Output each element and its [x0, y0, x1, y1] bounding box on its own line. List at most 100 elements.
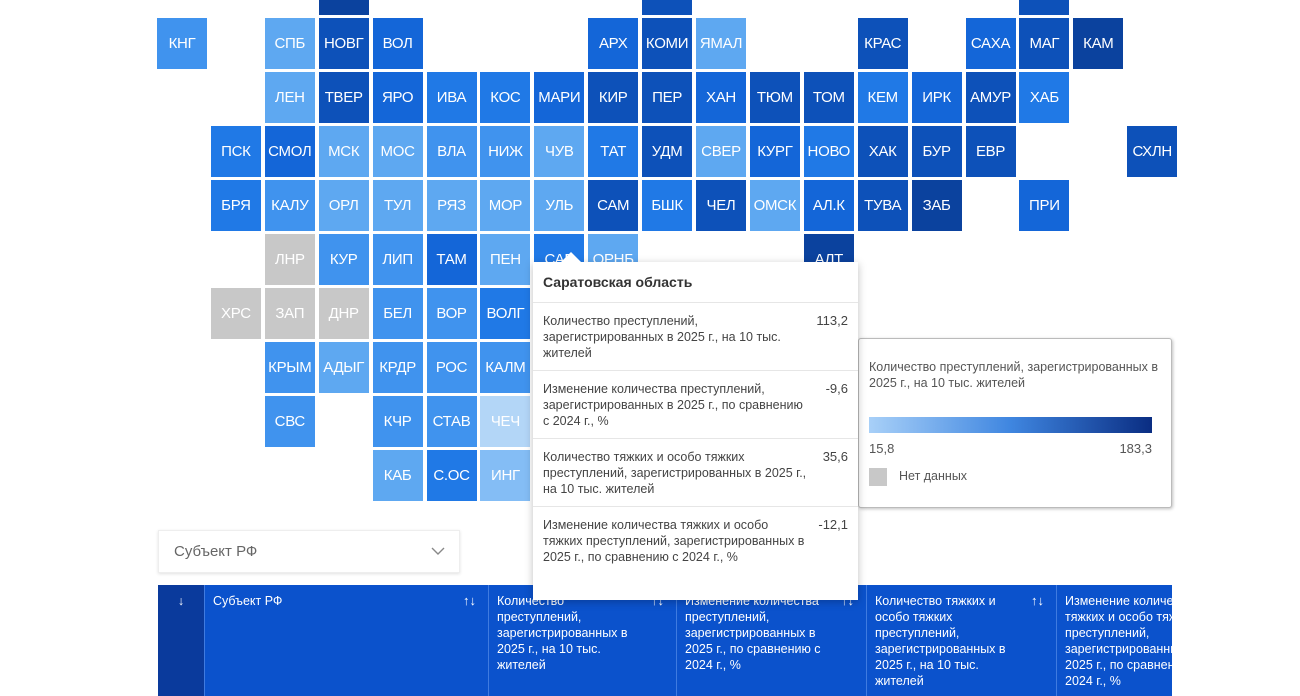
region-tile[interactable] — [642, 0, 693, 15]
region-tile[interactable]: АЛ.К — [803, 180, 854, 231]
region-tile[interactable]: БЕЛ — [372, 288, 423, 339]
region-tile[interactable]: МАРИ — [534, 72, 585, 123]
region-tile[interactable]: ТУЛ — [372, 180, 423, 231]
region-tile[interactable]: САМ — [588, 180, 639, 231]
region-tile[interactable]: ЛНР — [264, 234, 315, 285]
region-tile[interactable]: ПСК — [210, 126, 261, 177]
column-header-crimes[interactable]: Количество преступлений, зарегистрирован… — [488, 585, 676, 696]
region-tile[interactable]: ВОЛГ — [480, 288, 531, 339]
region-tile[interactable]: УДМ — [642, 126, 693, 177]
region-tile[interactable]: УЛЬ — [534, 180, 585, 231]
region-tile[interactable]: СВС — [264, 396, 315, 447]
index-sort-header[interactable]: ↓ — [158, 585, 204, 696]
region-tile[interactable]: ВОР — [426, 288, 477, 339]
region-tile[interactable]: КЧР — [372, 396, 423, 447]
region-tile[interactable]: СПБ — [264, 18, 315, 69]
region-select[interactable]: Субъект РФ — [158, 530, 460, 573]
region-tile[interactable]: АРХ — [588, 18, 639, 69]
region-tile[interactable]: БШК — [642, 180, 693, 231]
region-tile[interactable]: ЗАП — [264, 288, 315, 339]
region-tile[interactable]: КРАС — [857, 18, 908, 69]
region-tile[interactable]: СХЛН — [1127, 126, 1178, 177]
region-tile[interactable]: САХА — [965, 18, 1016, 69]
region-tile[interactable]: СТАВ — [426, 396, 477, 447]
region-tile[interactable]: ЧЕЧ — [480, 396, 531, 447]
region-tile[interactable]: ИНГ — [480, 450, 531, 501]
region-tile[interactable]: ЯРО — [372, 72, 423, 123]
region-tile[interactable]: НИЖ — [480, 126, 531, 177]
region-tile[interactable]: КАМ — [1073, 18, 1124, 69]
region-tile[interactable]: СВЕР — [696, 126, 746, 177]
region-tile-label: ЛИП — [382, 251, 413, 268]
sort-icon[interactable]: ↑↓ — [463, 593, 476, 608]
region-tile[interactable]: ТАТ — [588, 126, 639, 177]
region-tile[interactable]: КРДР — [372, 342, 423, 393]
region-tile[interactable]: КАБ — [372, 450, 423, 501]
region-tile[interactable]: ЛИП — [372, 234, 423, 285]
region-tile[interactable]: ТВЕР — [318, 72, 369, 123]
region-tile[interactable]: ЕВР — [965, 126, 1016, 177]
region-tile[interactable]: ЯМАЛ — [696, 18, 746, 69]
table-header: ↓ Субъект РФ ↑↓ Количество преступлений, … — [158, 585, 1172, 696]
sort-icon[interactable]: ↑↓ — [1031, 593, 1044, 608]
region-tile[interactable]: С.ОС — [426, 450, 477, 501]
region-tile[interactable]: ПЕН — [480, 234, 531, 285]
region-tile[interactable]: КАЛУ — [264, 180, 315, 231]
region-tile[interactable]: ОМСК — [749, 180, 800, 231]
region-tile[interactable]: ХАБ — [1019, 72, 1070, 123]
region-tile[interactable]: ПЕР — [642, 72, 693, 123]
region-tile[interactable]: ХРС — [210, 288, 261, 339]
column-header-grave-crimes[interactable]: Количество тяжких и особо тяжких преступ… — [866, 585, 1056, 696]
region-tile[interactable]: КУР — [318, 234, 369, 285]
region-tile[interactable]: КНГ — [157, 18, 207, 69]
region-tile[interactable]: НОВО — [803, 126, 854, 177]
region-tile[interactable]: ЛЕН — [264, 72, 315, 123]
region-tile[interactable]: ПРИ — [1019, 180, 1070, 231]
region-tile[interactable]: ИРК — [911, 72, 962, 123]
region-tile[interactable]: ЧУВ — [534, 126, 585, 177]
region-tile[interactable]: ДНР — [318, 288, 369, 339]
region-tile[interactable]: ОРЛ — [318, 180, 369, 231]
region-tile[interactable]: ТУВА — [857, 180, 908, 231]
tooltip-row: Изменение количества преступлений, зарег… — [533, 371, 858, 439]
region-tile[interactable]: БУР — [911, 126, 962, 177]
region-tile[interactable]: МАГ — [1019, 18, 1070, 69]
region-tile[interactable]: РОС — [426, 342, 477, 393]
column-header-grave-crimes-change[interactable]: Изменение количества тяжких и особо тяжк… — [1056, 585, 1172, 696]
region-tile[interactable]: КРЫМ — [264, 342, 315, 393]
region-tile[interactable]: ЧЕЛ — [696, 180, 746, 231]
region-tile[interactable]: ХАН — [696, 72, 746, 123]
region-tile[interactable]: СМОЛ — [264, 126, 315, 177]
region-tile[interactable]: КЕМ — [857, 72, 908, 123]
region-tile[interactable] — [1019, 0, 1070, 15]
region-tile[interactable]: АДЫГ — [318, 342, 369, 393]
region-tile[interactable]: ВЛА — [426, 126, 477, 177]
region-tile[interactable]: КУРГ — [749, 126, 800, 177]
region-tile-label: АДЫГ — [323, 359, 365, 376]
region-tile[interactable]: МОС — [372, 126, 423, 177]
region-tile[interactable]: КАЛМ — [480, 342, 531, 393]
region-tile[interactable]: КОМИ — [642, 18, 693, 69]
region-tile-label: ЯРО — [381, 89, 414, 106]
column-header-crimes-change[interactable]: Изменение количества преступлений, зарег… — [676, 585, 866, 696]
region-tile[interactable]: ВОЛ — [372, 18, 423, 69]
region-tile[interactable]: ХАК — [857, 126, 908, 177]
region-tile[interactable]: ТЮМ — [749, 72, 800, 123]
region-tile-label: ХАК — [868, 143, 897, 160]
region-tile[interactable]: РЯЗ — [426, 180, 477, 231]
region-tile[interactable]: ТОМ — [803, 72, 854, 123]
column-header-region[interactable]: Субъект РФ ↑↓ — [204, 585, 488, 696]
region-tile[interactable] — [318, 0, 369, 15]
region-tile[interactable]: НОВГ — [318, 18, 369, 69]
region-tile-label: ДНР — [328, 305, 359, 322]
region-tile[interactable]: КОС — [480, 72, 531, 123]
region-tile[interactable]: ИВА — [426, 72, 477, 123]
region-tile-label: ИВА — [436, 89, 467, 106]
region-tile[interactable]: МСК — [318, 126, 369, 177]
region-tile[interactable]: АМУР — [965, 72, 1016, 123]
region-tile[interactable]: ТАМ — [426, 234, 477, 285]
region-tile[interactable]: КИР — [588, 72, 639, 123]
region-tile[interactable]: ЗАБ — [911, 180, 962, 231]
region-tile[interactable]: БРЯ — [210, 180, 261, 231]
region-tile[interactable]: МОР — [480, 180, 531, 231]
